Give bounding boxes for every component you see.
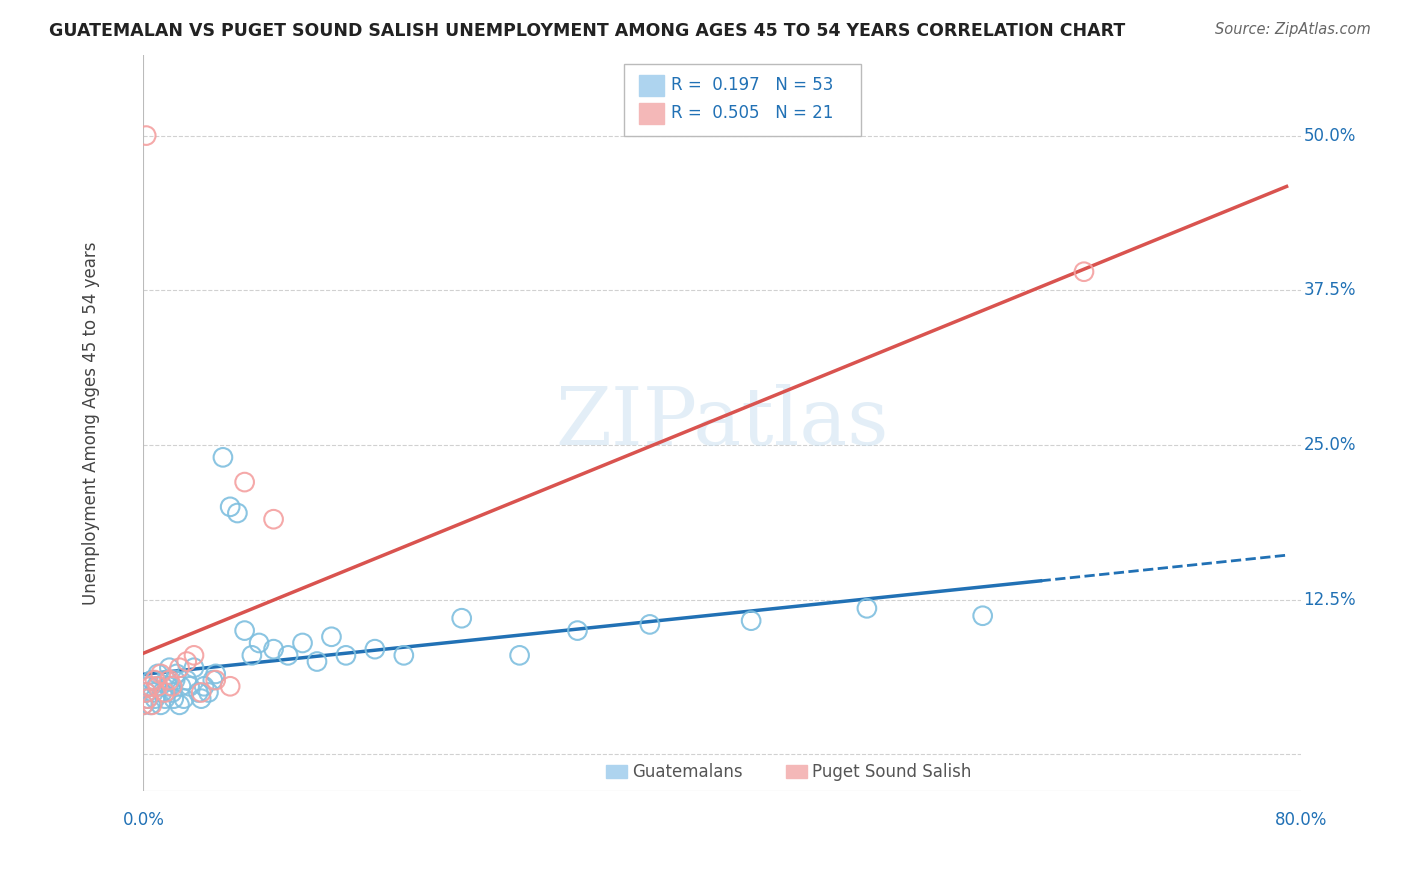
Point [169,698,191,712]
Point [509,648,531,663]
Point [240,648,263,663]
Point [141,673,163,687]
Point [162,679,184,693]
Point [190,691,212,706]
Text: 12.5%: 12.5% [1303,591,1355,608]
Point [219,679,242,693]
Text: 37.5%: 37.5% [1303,281,1355,300]
Point [143,673,166,687]
Text: Puget Sound Salish: Puget Sound Salish [813,763,972,780]
Point [139,679,162,693]
Point [183,648,205,663]
Point [135,685,157,699]
Point [176,673,198,687]
Text: R =  0.197   N = 53: R = 0.197 N = 53 [671,77,834,95]
FancyBboxPatch shape [786,765,807,778]
Text: 0.0%: 0.0% [122,811,165,830]
Point [138,679,160,693]
Text: Source: ZipAtlas.com: Source: ZipAtlas.com [1215,22,1371,37]
Text: 50.0%: 50.0% [1303,127,1355,145]
Point [1073,265,1095,279]
Point [450,611,472,625]
Point [193,679,215,693]
Point [233,475,256,489]
Point [149,666,172,681]
Point [136,691,159,706]
Point [173,691,195,706]
Point [335,648,357,663]
Point [972,608,994,623]
Point [263,512,285,526]
FancyBboxPatch shape [624,64,860,136]
Point [135,128,157,143]
Point [638,617,661,632]
Text: GUATEMALAN VS PUGET SOUND SALISH UNEMPLOYMENT AMONG AGES 45 TO 54 YEARS CORRELAT: GUATEMALAN VS PUGET SOUND SALISH UNEMPLO… [49,22,1125,40]
Text: Guatemalans: Guatemalans [631,763,742,780]
Point [233,624,256,638]
Point [179,679,201,693]
Point [364,642,387,657]
Text: 80.0%: 80.0% [1275,811,1327,830]
Point [197,685,219,699]
Point [247,636,270,650]
Point [149,698,172,712]
Point [155,673,177,687]
Point [157,661,180,675]
Point [150,685,173,699]
Point [204,666,226,681]
Point [392,648,415,663]
Point [157,673,180,687]
Point [135,685,157,699]
Point [204,673,226,687]
Point [176,655,198,669]
Point [321,630,343,644]
Point [162,685,184,699]
Point [183,661,205,675]
Point [132,698,155,712]
Point [153,685,176,699]
Point [226,506,249,520]
Point [170,679,193,693]
Point [142,685,165,699]
Text: 25.0%: 25.0% [1303,436,1355,454]
Point [263,642,285,657]
Text: R =  0.505   N = 21: R = 0.505 N = 21 [671,104,834,122]
Point [143,691,166,706]
Point [277,648,299,663]
Point [139,698,162,712]
Point [219,500,242,514]
Point [740,614,762,628]
FancyBboxPatch shape [606,765,627,778]
Point [153,691,176,706]
FancyBboxPatch shape [638,75,664,95]
Point [567,624,589,638]
Point [856,601,879,615]
Point [141,698,163,712]
Point [201,673,224,687]
Point [166,666,188,681]
Point [146,666,169,681]
Text: ZIPatlas: ZIPatlas [555,384,889,462]
Point [169,661,191,675]
Point [190,685,212,699]
Point [132,698,155,712]
Point [146,679,169,693]
Point [156,679,179,693]
Point [145,679,167,693]
Point [163,691,186,706]
Point [136,691,159,706]
Text: Unemployment Among Ages 45 to 54 years: Unemployment Among Ages 45 to 54 years [82,242,100,605]
Point [165,673,187,687]
FancyBboxPatch shape [638,103,664,124]
Point [212,450,235,465]
Point [187,685,209,699]
Point [305,655,328,669]
Point [291,636,314,650]
